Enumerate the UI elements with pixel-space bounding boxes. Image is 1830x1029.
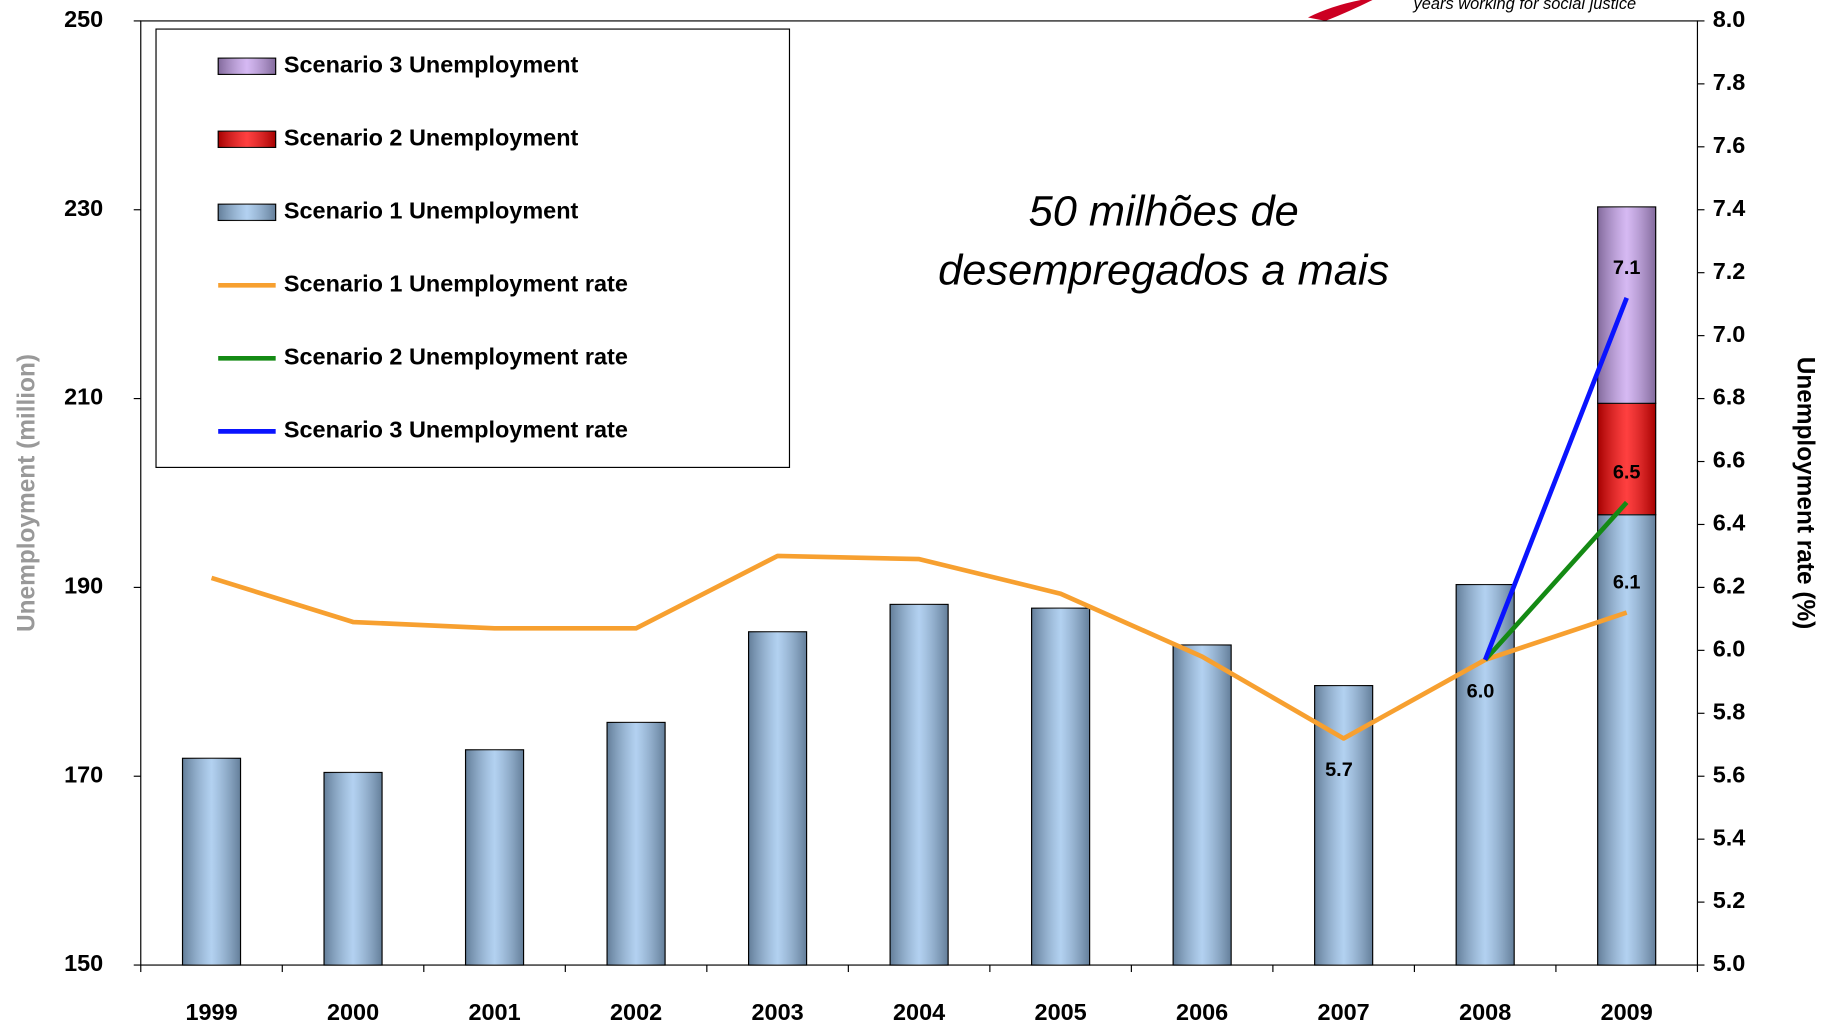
x-tick-label: 2002 xyxy=(610,999,662,1025)
data-label: 6.5 xyxy=(1613,462,1641,484)
legend-swatch-shade xyxy=(218,131,276,148)
logo-text: years working for social justice xyxy=(1413,0,1637,13)
bar-group xyxy=(464,749,525,966)
y2-tick-label: 5.8 xyxy=(1713,699,1746,725)
bar-shade xyxy=(1314,685,1373,966)
legend-box xyxy=(155,28,791,468)
x-tick-label: 2006 xyxy=(1176,999,1228,1025)
x-tick-label: 1999 xyxy=(185,999,237,1025)
legend-swatch-shade xyxy=(218,58,276,75)
bar-shade xyxy=(1597,403,1656,515)
legend-swatch-shade xyxy=(218,204,276,221)
y2-tick-label: 5.0 xyxy=(1713,950,1746,976)
bar-group xyxy=(747,631,808,966)
x-tick-label: 2008 xyxy=(1459,999,1511,1025)
annotation: desempregados a mais xyxy=(938,247,1389,295)
y2-tick-label: 7.4 xyxy=(1713,195,1746,221)
bar-group xyxy=(1455,583,1515,966)
line xyxy=(1482,297,1629,661)
bar-shade xyxy=(182,758,241,966)
y2-tick-label: 7.6 xyxy=(1713,132,1746,158)
legend: Scenario 3 Unemployment Scenario 2 Unempl… xyxy=(155,28,791,468)
y2-tick-label: 7.2 xyxy=(1713,258,1746,284)
bar-shade xyxy=(1031,608,1090,966)
bar-group xyxy=(1597,206,1657,404)
legend-label: Scenario 2 Unemployment xyxy=(284,125,579,151)
x-tick-label: 2007 xyxy=(1318,999,1370,1025)
y2-tick-label: 5.6 xyxy=(1713,761,1746,787)
data-label: 5.7 xyxy=(1325,759,1353,781)
bar-shade xyxy=(1597,514,1656,966)
bar-group xyxy=(181,757,242,966)
y2-tick-label: 5.4 xyxy=(1713,824,1746,850)
y2-tick-label: 6.8 xyxy=(1713,384,1746,410)
x-tick-label: 2005 xyxy=(1035,999,1087,1025)
y2-tick-label: 8.0 xyxy=(1713,6,1746,32)
bar-shade xyxy=(324,772,383,966)
bar-group xyxy=(1314,685,1374,966)
bar-shade xyxy=(1597,206,1656,404)
data-label: 7.1 xyxy=(1613,257,1641,279)
x-tick-label: 2000 xyxy=(327,999,379,1025)
x-tick-label: 2003 xyxy=(752,999,804,1025)
bar-group xyxy=(1597,514,1657,966)
y-tick-label: 230 xyxy=(64,195,103,221)
y-tick-label: 190 xyxy=(64,573,103,599)
bar-shade xyxy=(748,631,807,966)
bar-shade xyxy=(465,749,524,966)
legend-label: Scenario 1 Unemployment xyxy=(284,198,579,224)
bar-shade xyxy=(1456,584,1515,966)
x-tick-label: 2001 xyxy=(468,999,520,1025)
bar-group xyxy=(606,721,666,966)
y-tick-label: 170 xyxy=(64,761,103,787)
legend-label: Scenario 2 Unemployment rate xyxy=(284,344,628,370)
y2-tick-label: 7.0 xyxy=(1713,321,1746,347)
bar-group xyxy=(1597,402,1657,516)
bar-group xyxy=(889,603,949,966)
y-axis-title: Unemployment (million) xyxy=(14,354,41,632)
y2-tick-label: 6.4 xyxy=(1713,510,1746,536)
data-label: 6.1 xyxy=(1613,572,1641,594)
data-label: 6.0 xyxy=(1467,681,1495,703)
bar-group xyxy=(1172,644,1232,966)
y-tick-label: 150 xyxy=(64,950,103,976)
line xyxy=(210,553,1628,741)
annotation: 50 milhões de xyxy=(1029,187,1299,235)
logo-mark xyxy=(1307,0,1373,21)
x-tick-label: 2009 xyxy=(1601,999,1653,1025)
legend-label: Scenario 3 Unemployment xyxy=(284,52,579,78)
legend-label: Scenario 1 Unemployment rate xyxy=(284,271,628,297)
y-tick-label: 250 xyxy=(64,6,103,32)
bar-shade xyxy=(890,604,949,966)
x-tick-label: 2004 xyxy=(893,999,945,1025)
legend-label: Scenario 3 Unemployment rate xyxy=(284,417,628,443)
y2-tick-label: 5.2 xyxy=(1713,887,1746,913)
bar-group xyxy=(1031,607,1091,966)
bar-shade xyxy=(607,722,666,966)
bar-group xyxy=(323,771,383,966)
y2-axis-title: Unemployment rate (%) xyxy=(1792,357,1819,630)
y2-tick-label: 6.2 xyxy=(1713,573,1746,599)
line xyxy=(1483,500,1629,662)
y2-tick-label: 7.8 xyxy=(1713,69,1746,95)
y-tick-label: 210 xyxy=(64,384,103,410)
y2-tick-label: 6.0 xyxy=(1713,636,1746,662)
bar-shade xyxy=(1173,644,1232,966)
y2-tick-label: 6.6 xyxy=(1713,447,1746,473)
